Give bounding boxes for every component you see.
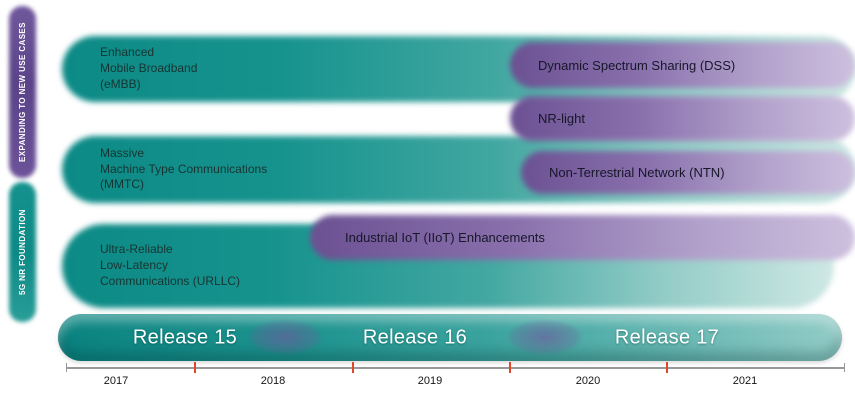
year-label-2017: 2017 (103, 375, 129, 387)
release-15-label: Release 15 (132, 326, 238, 348)
5g-foundation-label: 5G NR FOUNDATION (18, 209, 27, 295)
year-label-2018: 2018 (260, 375, 286, 387)
mmtc-label: Massive Machine Type Communications (MMT… (100, 145, 268, 192)
release-17-label: Release 17 (614, 326, 720, 348)
expanding-use-cases-pill-background (9, 6, 36, 178)
dss-label: Dynamic Spectrum Sharing (DSS) (538, 57, 736, 73)
expanding-use-cases-pill: EXPANDING TO NEW USE CASES (9, 6, 36, 178)
year-boundary-tick (352, 362, 354, 373)
iiot-pill-background (310, 215, 855, 260)
release-bar: Release 15 Release 16 Release 17 (58, 314, 842, 361)
nr-light-label: NR-light (538, 111, 585, 126)
ntn-label: Non-Terrestrial Network (NTN) (549, 165, 725, 180)
5g-foundation-pill: 5G NR FOUNDATION (9, 182, 36, 322)
timeline-axis (66, 367, 845, 369)
ntn-pill: Non-Terrestrial Network (NTN) (521, 151, 855, 194)
year-boundary-tick (194, 362, 196, 373)
5g-foundation-pill-background (9, 182, 36, 322)
nr-light-pill: NR-light (510, 96, 855, 141)
release-separator-ellipse (508, 320, 582, 354)
release-16-label: Release 16 (362, 326, 468, 348)
expanding-use-cases-label: EXPANDING TO NEW USE CASES (18, 22, 27, 162)
year-boundary-tick (666, 362, 668, 373)
ntn-pill-background (521, 151, 855, 194)
year-label-2020: 2020 (575, 375, 601, 387)
year-label-2021: 2021 (732, 375, 758, 387)
year-label-2019: 2019 (417, 375, 443, 387)
embb-label: Enhanced Mobile Broadband (eMBB) (100, 45, 198, 91)
timeline-end-tick (844, 363, 845, 372)
urllc-label: Ultra-Reliable Low-Latency Communication… (100, 242, 241, 288)
iiot-pill: Industrial IoT (IIoT) Enhancements (310, 215, 855, 260)
year-boundary-tick (509, 362, 511, 373)
release-separator-ellipse (248, 320, 322, 354)
dss-pill: Dynamic Spectrum Sharing (DSS) (510, 42, 855, 88)
nr-light-pill-background (510, 96, 855, 141)
dss-pill-background (510, 42, 855, 88)
timeline-end-tick (66, 363, 67, 372)
iiot-label: Industrial IoT (IIoT) Enhancements (345, 230, 545, 245)
